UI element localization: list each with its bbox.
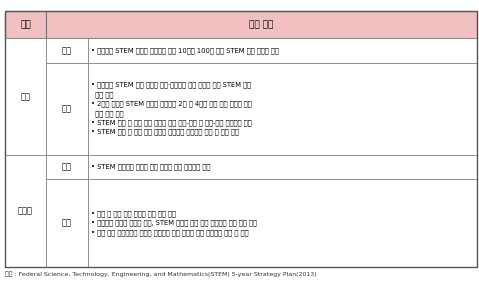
- Bar: [5, 154, 46, 267]
- Text: 목표: 목표: [62, 162, 72, 171]
- Bar: [88, 38, 477, 63]
- Text: • 과학 및 공학 분야 잠재력 높은 학생 지원
• 연방정부 차원의 장학금 지원, STEM 중심의 연방 연구 프로그램 등의 기회 제공
• 향후 연: • 과학 및 공학 분야 잠재력 높은 학생 지원 • 연방정부 차원의 장학금…: [91, 210, 257, 236]
- Bar: [46, 11, 477, 38]
- Text: 전략: 전략: [62, 218, 72, 227]
- Text: 자료 : Federal Science, Technology, Engineering, and Mathematics(STEM) 5-year Stra: 자료 : Federal Science, Technology, Engine…: [5, 271, 317, 277]
- Text: 대상: 대상: [20, 20, 31, 29]
- Bar: [88, 63, 477, 154]
- Text: 대학원: 대학원: [18, 206, 33, 215]
- Text: • STEM 전문인력 양성을 위한 대학원 교육 프로그램 설계: • STEM 전문인력 양성을 위한 대학원 교육 프로그램 설계: [91, 163, 211, 170]
- Bar: [5, 11, 477, 267]
- Bar: [88, 179, 477, 267]
- Text: 목표: 목표: [62, 46, 72, 55]
- Text: • 학부생의 STEM 교육을 강화하여 향후 10년간 100만 명의 STEM 학위 취득자 배출: • 학부생의 STEM 교육을 강화하여 향후 10년간 100만 명의 STE…: [91, 47, 279, 54]
- Bar: [5, 38, 46, 154]
- Bar: [5, 11, 46, 38]
- Bar: [46, 179, 88, 267]
- Bar: [46, 63, 88, 154]
- Bar: [46, 154, 88, 179]
- Bar: [88, 154, 477, 179]
- Text: • 학부생의 STEM 학습 수준을 유지·개선하고 성과 분석을 통한 STEM 교육
  혁신 구현
• 2년제 대학의 STEM 교육을 지원하고 2년 : • 학부생의 STEM 학습 수준을 유지·개선하고 성과 분석을 통한 STE…: [91, 82, 252, 135]
- Text: 세부 내용: 세부 내용: [249, 20, 274, 29]
- Text: 학부: 학부: [21, 92, 31, 101]
- Bar: [46, 38, 88, 63]
- Text: 전략: 전략: [62, 104, 72, 113]
